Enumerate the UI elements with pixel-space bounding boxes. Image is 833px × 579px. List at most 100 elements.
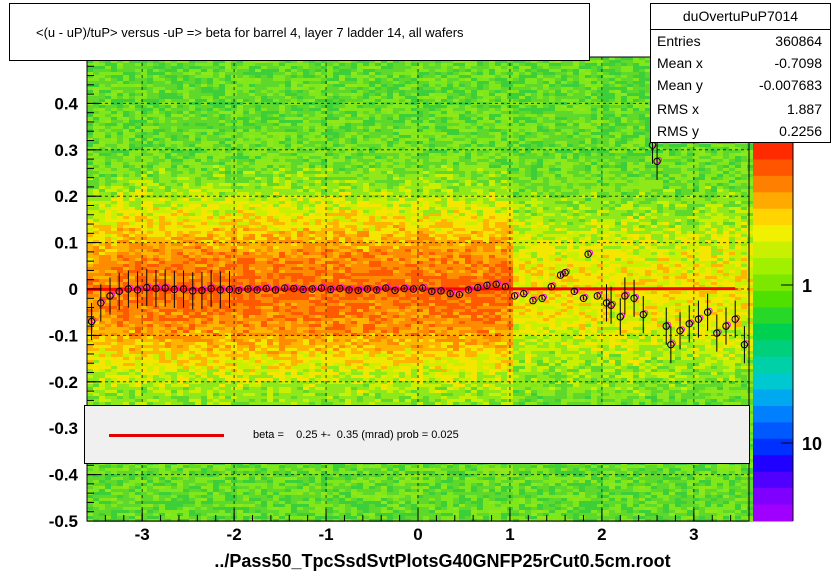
y-tick-label: -0.4 <box>49 466 79 485</box>
profile-point <box>253 286 261 294</box>
profile-point <box>317 284 326 292</box>
x-tick-label: 1 <box>505 525 514 544</box>
profile-point <box>189 287 197 295</box>
stats-label: Mean y <box>657 77 703 93</box>
x-tick-labels: -3 -2 -1 0 1 2 3 <box>135 525 699 544</box>
x-tick-label: 3 <box>689 525 698 544</box>
profile-point <box>570 287 579 296</box>
stats-value: -0.7098 <box>774 55 822 71</box>
profile-point <box>722 322 730 330</box>
profile-point <box>437 287 445 295</box>
color-scale-step <box>753 405 793 423</box>
profile-point <box>216 286 225 294</box>
profile-point <box>207 284 215 293</box>
y-tick-label: 0.1 <box>54 234 78 253</box>
y-tick-label: 0.3 <box>54 141 78 160</box>
profile-point <box>271 286 280 294</box>
profile-point <box>152 284 160 293</box>
color-scale-step <box>753 488 793 506</box>
profile-point <box>703 308 712 316</box>
profile-point <box>694 315 703 323</box>
color-scale-step <box>753 471 793 489</box>
profile-point <box>262 284 270 293</box>
stats-row-rms-x: RMS x 1.887 <box>657 101 822 121</box>
profile-point <box>143 283 151 292</box>
profile-point <box>372 286 381 294</box>
profile-point <box>547 282 556 291</box>
stats-label: Entries <box>657 33 701 49</box>
profile-point <box>244 285 252 293</box>
profile-point <box>409 285 418 293</box>
profile-point <box>561 269 569 277</box>
profile-point <box>685 320 693 328</box>
profile-point <box>428 287 436 296</box>
profile-point <box>740 340 749 349</box>
profile-point <box>731 315 739 323</box>
profile-point <box>382 284 390 292</box>
profile-point <box>124 285 133 293</box>
y-tick-label: -0.5 <box>49 512 78 531</box>
stats-label: Mean x <box>657 55 703 71</box>
profile-point <box>667 340 675 349</box>
profile-point <box>501 282 510 291</box>
profile-point <box>280 284 289 292</box>
profile-point <box>529 296 537 305</box>
profile-point <box>464 286 473 294</box>
profile-point <box>630 294 638 302</box>
profile-point <box>308 285 316 293</box>
color-scale-labels: 1100 <box>802 121 822 454</box>
profile-point <box>418 284 427 292</box>
stats-value: 0.2256 <box>779 123 822 139</box>
color-scale-step <box>753 175 793 193</box>
profile-point <box>639 310 647 319</box>
y-tick-label: -0.1 <box>49 326 78 345</box>
profile-point <box>593 292 601 300</box>
z-tick-label: 1 <box>802 276 812 296</box>
color-scale-step <box>753 241 793 259</box>
y-tick-label: 0 <box>69 280 78 299</box>
profile-point <box>179 285 188 293</box>
heatmap-cells <box>87 57 753 522</box>
x-tick-label: -2 <box>227 525 242 544</box>
stats-row-entries: Entries 360864 <box>657 33 822 53</box>
profile-point <box>607 301 615 309</box>
profile-point <box>510 292 519 300</box>
profile-point <box>520 289 528 298</box>
profile-point <box>161 284 169 292</box>
x-tick-label: 2 <box>597 525 606 544</box>
stats-value: 360864 <box>775 33 822 49</box>
title-box: <(u - uP)/tuP> versus -uP => beta for ba… <box>9 3 590 61</box>
profile-point <box>87 317 96 326</box>
stats-value: -0.007683 <box>758 77 822 93</box>
color-scale-step <box>753 274 793 292</box>
x-tick-label: -1 <box>318 525 333 544</box>
y-tick-label: 0.2 <box>54 187 78 206</box>
stats-label: RMS y <box>657 123 699 139</box>
color-scale-step <box>753 389 793 407</box>
stats-box: duOvertuPuP7014 Entries 360864 Mean x -0… <box>650 3 831 143</box>
y-tick-label: -0.3 <box>49 419 78 438</box>
profile-point <box>579 294 588 302</box>
color-scale-step <box>753 159 793 177</box>
legend-box: beta = 0.25 +- 0.35 (mrad) prob = 0.025 <box>84 405 750 464</box>
color-scale-step <box>753 290 793 308</box>
stats-value: 1.887 <box>786 101 822 117</box>
legend-line-swatch <box>109 434 224 437</box>
stats-row-rms-y: RMS y 0.2256 <box>657 123 822 143</box>
color-scale-step <box>753 438 793 456</box>
color-scale-step <box>753 340 793 358</box>
profile-point <box>106 292 114 300</box>
profile-point <box>225 285 234 294</box>
x-tick-label: 0 <box>413 525 422 544</box>
y-tick-label: -0.2 <box>49 373 78 392</box>
stats-name: duOvertuPuP7014 <box>682 8 799 24</box>
profile-point <box>354 286 362 295</box>
color-scale-step <box>753 422 793 440</box>
color-scale-step <box>753 373 793 391</box>
stats-label: RMS x <box>657 101 699 117</box>
chart-title: <(u - uP)/tuP> versus -uP => beta for ba… <box>36 25 464 40</box>
profile-point <box>713 329 721 337</box>
profile-point <box>400 284 408 293</box>
profile-point <box>621 292 629 300</box>
